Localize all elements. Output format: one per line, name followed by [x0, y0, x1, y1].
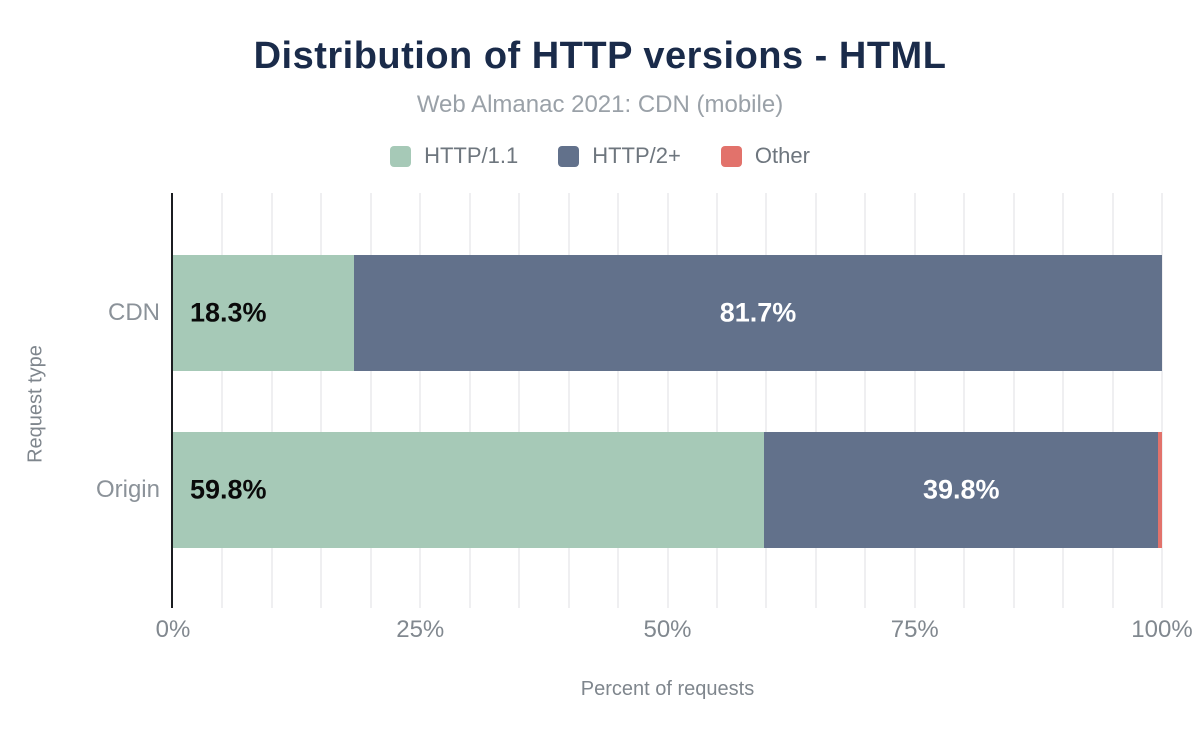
gridline	[666, 193, 669, 608]
y-axis-title: Request type	[24, 345, 47, 463]
legend-swatch-icon	[390, 145, 412, 167]
bar-segment	[173, 255, 354, 371]
gridline	[963, 193, 966, 608]
bar-segment	[764, 432, 1159, 548]
gridline	[221, 193, 224, 608]
legend-item: Other	[720, 143, 810, 169]
legend-item: HTTP/1.1	[390, 143, 518, 169]
legend-label: HTTP/2+	[592, 143, 681, 168]
x-tick-label: 100%	[1131, 616, 1193, 643]
gridline	[864, 193, 867, 608]
gridline	[1012, 193, 1015, 608]
legend-label: Other	[754, 143, 810, 168]
gridline	[814, 193, 817, 608]
bar-value-label: 39.8%	[922, 474, 1000, 505]
bar-value-label: 81.7%	[719, 297, 797, 328]
gridline	[1111, 193, 1114, 608]
gridline	[320, 193, 323, 608]
gridline	[715, 193, 718, 608]
gridline	[270, 193, 273, 608]
bar-value-label: 59.8%	[190, 474, 267, 505]
y-category-label: CDN	[108, 299, 160, 326]
legend-swatch-icon	[720, 145, 742, 167]
x-tick-label: 25%	[396, 616, 445, 643]
legend-item: HTTP/2+	[558, 143, 681, 169]
gridline	[518, 193, 521, 608]
gridline	[567, 193, 570, 608]
bar-segment	[1158, 432, 1162, 548]
chart-title: Distribution of HTTP versions - HTML	[253, 35, 947, 77]
y-axis-line	[171, 193, 173, 608]
x-tick-label: 50%	[643, 616, 692, 643]
legend: HTTP/1.1 HTTP/2+ Other	[0, 143, 1200, 169]
bar-segment	[353, 255, 1162, 371]
gridline	[1062, 193, 1065, 608]
gridline	[617, 193, 620, 608]
chart-subtitle: Web Almanac 2021: CDN (mobile)	[416, 91, 784, 118]
bar-segment	[173, 432, 765, 548]
gridline	[1161, 193, 1163, 608]
y-category-label: Origin	[95, 476, 160, 503]
x-tick-label: 0%	[155, 616, 191, 643]
bar-value-label: 18.3%	[190, 297, 267, 328]
x-axis-title: Percent of requests	[580, 678, 755, 700]
x-tick-label: 75%	[890, 616, 939, 643]
gridline	[419, 193, 422, 608]
plot-area: 18.3% 81.7% 59.8% 39.8%	[171, 193, 1163, 608]
legend-label: HTTP/1.1	[424, 143, 519, 168]
gridline	[468, 193, 471, 608]
gridline	[913, 193, 916, 608]
legend-swatch-icon	[558, 145, 580, 167]
gridline	[765, 193, 768, 608]
gridline	[369, 193, 372, 608]
